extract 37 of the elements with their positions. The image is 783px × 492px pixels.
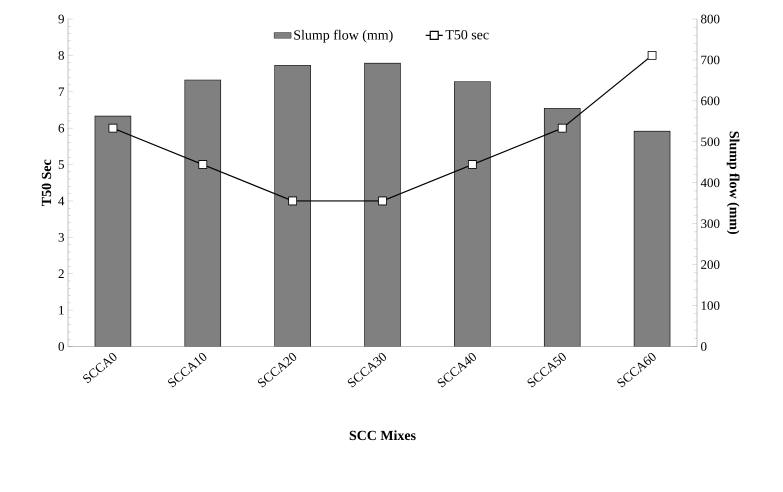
point [198, 160, 208, 169]
bar [634, 130, 670, 346]
y2-tick-label: 0 [701, 342, 707, 351]
x-axis-title: SCC Mixes [350, 430, 416, 440]
y-tick-label: 9 [58, 14, 64, 24]
point [288, 196, 298, 206]
y-tick-label: 4 [58, 196, 64, 206]
y-tick-label: 7 [58, 88, 64, 96]
y-axis-title: T50 Sec [42, 160, 52, 206]
bar [274, 64, 311, 346]
y-tick-label: 1 [59, 306, 64, 314]
point [468, 160, 477, 169]
y-tick-label: 5 [58, 160, 64, 169]
y-tick-label: 8 [58, 51, 64, 60]
y2-axis-title: Slump flow (mm) [726, 132, 740, 234]
bar [184, 80, 222, 346]
point [108, 124, 118, 133]
y-tick-label: 3 [58, 232, 64, 242]
bar [544, 108, 580, 346]
bar [94, 116, 132, 346]
y2-tick-label: 300 [701, 219, 720, 228]
y-tick-label: 0 [58, 342, 64, 351]
bar [454, 81, 491, 346]
y2-tick-label: 100 [702, 301, 720, 310]
point [378, 196, 387, 206]
y2-tick-label: 200 [701, 260, 720, 269]
y2-tick-label: 600 [701, 96, 720, 106]
y-tick-label: 2 [58, 269, 64, 278]
bar [364, 62, 401, 346]
y2-tick-label: 700 [701, 56, 720, 64]
y2-tick-label: 800 [701, 14, 720, 24]
legend-label: T50 sec [446, 30, 489, 40]
y2-tick-label: 500 [701, 137, 720, 146]
legend-label: Slump flow (mm) [294, 30, 393, 43]
y2-tick-label: 400 [700, 178, 720, 188]
point [558, 124, 567, 133]
y-tick-label: 6 [58, 124, 64, 133]
